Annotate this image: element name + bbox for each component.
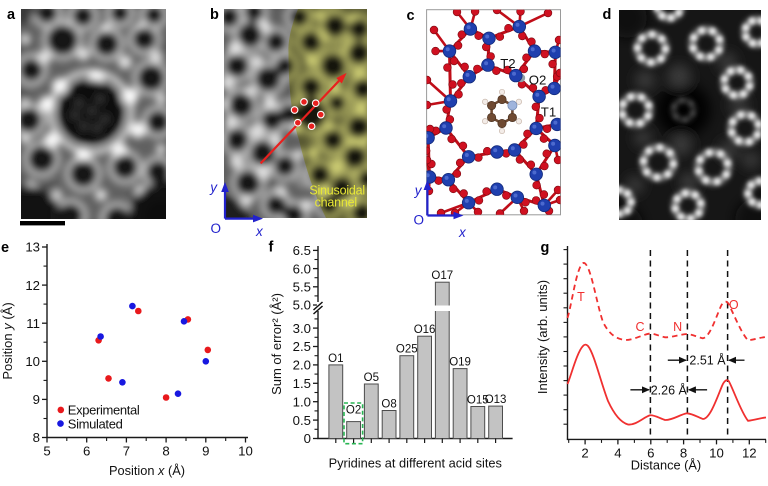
svg-text:7: 7 — [123, 444, 130, 459]
svg-text:6: 6 — [83, 444, 90, 459]
svg-text:5.5: 5.5 — [293, 280, 311, 295]
svg-text:Intensity (arb. units): Intensity (arb. units) — [535, 280, 550, 394]
svg-text:O: O — [210, 221, 221, 236]
svg-text:12: 12 — [742, 446, 757, 461]
svg-text:O8: O8 — [381, 399, 396, 411]
svg-text:channel: channel — [315, 196, 357, 210]
svg-text:y: y — [414, 183, 423, 198]
svg-text:O2: O2 — [346, 405, 361, 417]
svg-text:O19: O19 — [449, 357, 471, 369]
svg-text:O5: O5 — [364, 372, 379, 384]
svg-text:y: y — [209, 180, 218, 195]
svg-text:O25: O25 — [396, 344, 418, 356]
svg-text:9: 9 — [202, 444, 209, 459]
svg-text:g: g — [541, 240, 550, 256]
svg-text:N: N — [673, 320, 682, 334]
svg-text:10: 10 — [238, 444, 253, 459]
svg-text:4: 4 — [614, 446, 621, 461]
svg-text:1.5: 1.5 — [293, 376, 311, 391]
svg-text:Sum of error² (Å²): Sum of error² (Å²) — [269, 293, 284, 395]
svg-text:6.0: 6.0 — [293, 261, 311, 276]
svg-text:2.51 Å: 2.51 Å — [689, 353, 726, 368]
svg-text:a: a — [7, 7, 16, 23]
svg-text:2: 2 — [581, 446, 588, 461]
svg-text:x: x — [255, 224, 264, 239]
svg-text:O: O — [729, 298, 739, 312]
svg-text:9: 9 — [33, 392, 40, 407]
svg-text:3.0: 3.0 — [293, 321, 311, 336]
svg-text:5: 5 — [43, 444, 50, 459]
svg-text:x: x — [458, 225, 467, 240]
svg-text:Position y (Å): Position y (Å) — [0, 302, 15, 379]
svg-text:Distance (Å): Distance (Å) — [631, 458, 701, 473]
svg-text:10: 10 — [709, 446, 724, 461]
svg-text:Simulated: Simulated — [68, 416, 123, 431]
svg-text:d: d — [603, 7, 612, 23]
svg-text:O: O — [413, 213, 424, 228]
svg-text:13: 13 — [25, 240, 40, 255]
svg-text:O13: O13 — [485, 394, 507, 406]
svg-text:b: b — [210, 7, 219, 23]
svg-text:0: 0 — [304, 431, 311, 446]
svg-text:C: C — [635, 320, 644, 334]
svg-text:6.5: 6.5 — [293, 243, 311, 258]
svg-text:1.0: 1.0 — [293, 394, 311, 409]
svg-text:f: f — [269, 240, 274, 256]
svg-text:O16: O16 — [414, 324, 436, 336]
svg-text:8: 8 — [162, 444, 169, 459]
svg-text:T: T — [577, 290, 585, 304]
svg-text:Position x (Å): Position x (Å) — [109, 463, 185, 478]
svg-text:O2: O2 — [529, 72, 547, 87]
svg-text:T2: T2 — [500, 56, 515, 71]
svg-text:0.5: 0.5 — [293, 413, 311, 428]
svg-text:10: 10 — [25, 354, 40, 369]
svg-text:T1: T1 — [541, 104, 556, 119]
svg-text:O17: O17 — [431, 270, 453, 282]
svg-text:e: e — [1, 240, 9, 256]
svg-text:11: 11 — [26, 316, 40, 331]
svg-text:2.0: 2.0 — [293, 358, 311, 373]
svg-text:8: 8 — [33, 430, 40, 445]
svg-text:2.26 Å: 2.26 Å — [651, 382, 688, 397]
svg-text:Experimental: Experimental — [68, 403, 140, 418]
svg-text:c: c — [407, 8, 415, 24]
svg-text:5.0: 5.0 — [293, 298, 311, 313]
svg-text:O1: O1 — [328, 353, 343, 365]
svg-text:Pyridines at different acid si: Pyridines at different acid sites — [329, 456, 502, 471]
svg-text:2.5: 2.5 — [293, 339, 311, 354]
svg-text:12: 12 — [25, 278, 40, 293]
